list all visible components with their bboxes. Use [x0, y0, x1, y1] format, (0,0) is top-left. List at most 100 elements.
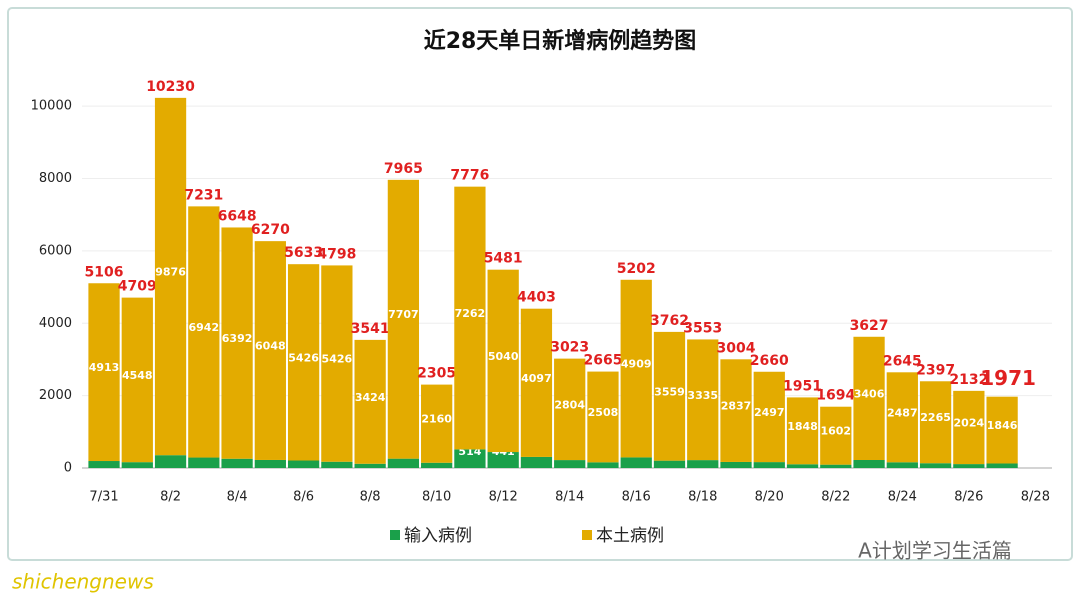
- bar-value-label: 4548: [122, 369, 153, 382]
- bar-segment: [354, 339, 386, 464]
- bar-value-label: 7262: [455, 307, 486, 320]
- bar-segment: [953, 390, 985, 465]
- total-label: 1694: [816, 388, 855, 404]
- bar-segment: [121, 462, 153, 468]
- total-label: 5202: [617, 261, 656, 277]
- bar-value-label: 4097: [521, 372, 552, 385]
- bar-value-label: 2837: [721, 400, 752, 413]
- site-watermark: shichengnews: [12, 570, 154, 594]
- bar-value-label: 4913: [89, 361, 120, 374]
- legend-swatch: [390, 530, 400, 540]
- bar-segment: [254, 241, 286, 460]
- bar-segment: [287, 264, 320, 461]
- total-label: 3541: [351, 321, 390, 337]
- x-tick-label: 8/24: [888, 490, 917, 505]
- bar-segment: [820, 406, 852, 465]
- bar-value-label: 3424: [355, 391, 386, 404]
- x-tick-label: 8/2: [160, 490, 181, 505]
- total-label: 2665: [583, 353, 622, 369]
- total-label: 2397: [916, 362, 955, 378]
- bar-segment: [953, 464, 985, 468]
- bar-segment: [321, 265, 353, 462]
- total-label: 3023: [550, 340, 589, 356]
- total-label: 3553: [683, 320, 722, 336]
- bar-segment: [121, 297, 153, 463]
- total-label: 7231: [184, 187, 223, 203]
- legend-label: 输入病例: [404, 526, 472, 546]
- bar-segment: [554, 460, 586, 468]
- bar-segment: [853, 460, 885, 468]
- bar-segment: [919, 381, 952, 464]
- bar-segment: [687, 339, 719, 461]
- x-tick-label: 8/20: [755, 490, 784, 505]
- bar-segment: [221, 458, 253, 468]
- total-label: 2132: [949, 372, 988, 388]
- bar-segment: [387, 179, 420, 459]
- chart-title: 近28天单日新增病例趋势图: [424, 28, 697, 54]
- legend: 输入病例 本土病例: [390, 526, 664, 546]
- x-tick-label: 8/28: [1021, 490, 1050, 505]
- total-label: 2305: [417, 366, 456, 382]
- bar-segment: [753, 371, 785, 463]
- bar-value-label: 2487: [887, 406, 918, 419]
- total-label: 5481: [484, 251, 523, 267]
- bar-segment: [354, 463, 386, 468]
- bar-value-label: 2160: [421, 413, 452, 426]
- bar-value-label: 3335: [687, 389, 718, 402]
- bar-segment: [853, 336, 885, 461]
- total-label: 6648: [218, 208, 257, 224]
- y-tick-label: 10000: [31, 99, 72, 114]
- bar-segment: [820, 464, 852, 468]
- x-tick-label: 8/4: [227, 490, 248, 505]
- bar-segment: [387, 458, 420, 468]
- x-tick-label: 7/31: [89, 490, 118, 505]
- bar-value-label: 6942: [189, 321, 220, 334]
- total-label: 6270: [251, 222, 290, 238]
- total-label: 3627: [850, 318, 889, 334]
- total-label: 3004: [717, 340, 756, 356]
- bar-value-label: 1602: [820, 425, 851, 438]
- total-label: 7965: [384, 161, 423, 177]
- total-label: 7776: [450, 168, 489, 184]
- bar-segment: [620, 457, 652, 468]
- bar-value-label: 2497: [754, 406, 785, 419]
- x-tick-label: 8/12: [489, 490, 518, 505]
- bar-segment: [720, 461, 752, 468]
- total-label: 1971: [980, 366, 1036, 390]
- bar-segment: [487, 452, 519, 468]
- y-tick-label: 2000: [39, 388, 72, 403]
- total-label: 2645: [883, 353, 922, 369]
- bar-segment: [88, 461, 120, 468]
- legend-label: 本土病例: [596, 526, 664, 546]
- bar-segment: [886, 462, 918, 468]
- total-label: 2660: [750, 353, 789, 369]
- x-tick-label: 8/22: [821, 490, 850, 505]
- bar-value-label: 4909: [621, 358, 652, 371]
- bar-segment: [653, 331, 686, 461]
- bar-value-label: 3559: [654, 385, 685, 398]
- x-tick-label: 8/16: [622, 490, 651, 505]
- bar-segment: [919, 463, 952, 468]
- total-label: 4709: [118, 279, 157, 295]
- bar-value-label: 5426: [322, 353, 353, 366]
- bar-segment: [687, 460, 719, 468]
- x-tick-label: 8/6: [293, 490, 314, 505]
- total-label: 4798: [317, 246, 356, 262]
- bar-segment: [487, 269, 519, 453]
- y-tick-label: 0: [64, 461, 72, 476]
- total-label: 5106: [85, 264, 124, 280]
- bar-value-label: 2508: [588, 406, 619, 419]
- x-tick-label: 8/14: [555, 490, 584, 505]
- total-label: 5633: [284, 245, 323, 261]
- bar-value-label: 6392: [222, 332, 253, 345]
- legend-swatch: [582, 530, 592, 540]
- bar-value-label: 1846: [987, 419, 1018, 432]
- bar-segment: [421, 462, 453, 468]
- bar-segment: [154, 455, 187, 468]
- bar-segment: [886, 372, 918, 463]
- y-tick-label: 4000: [39, 316, 72, 331]
- bar-value-label: 6048: [255, 340, 286, 353]
- y-tick-label: 8000: [39, 171, 72, 186]
- bar-segment: [986, 396, 1018, 464]
